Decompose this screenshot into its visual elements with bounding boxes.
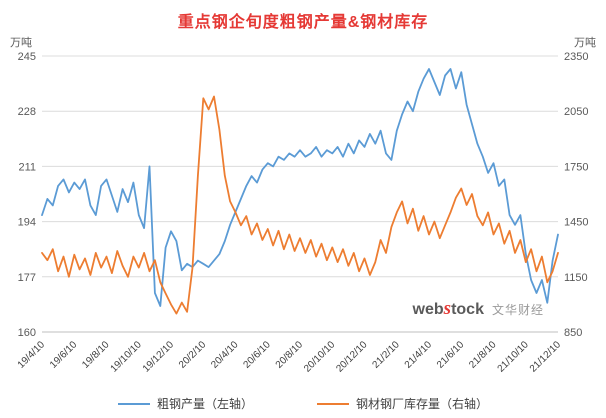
watermark-company: 文华财经 — [491, 303, 544, 317]
svg-text:20/6/10: 20/6/10 — [241, 339, 273, 371]
svg-text:20/12/10: 20/12/10 — [334, 339, 370, 375]
chart-canvas: 160 850 177 1150 194 1450 211 1750 228 2050 245 235… — [16, 51, 589, 375]
svg-text:19/10/10: 19/10/10 — [109, 339, 145, 375]
svg-text:245: 245 — [18, 51, 36, 63]
watermark-brand: webstock — [412, 298, 484, 319]
svg-text:21/4/10: 21/4/10 — [403, 339, 435, 371]
svg-text:19/6/10: 19/6/10 — [48, 339, 80, 371]
svg-text:21/10/10: 21/10/10 — [496, 339, 532, 375]
watermark-brand-s: s — [443, 298, 452, 319]
legend: 粗钢产量（左轴） 钢材钢厂库存量（右轴） — [0, 395, 606, 412]
svg-text:20/8/10: 20/8/10 — [274, 339, 306, 371]
legend-item-crude-steel-output: 粗钢产量（左轴） — [117, 395, 253, 412]
chart-title: 重点钢企旬度粗钢产量&钢材库存 — [177, 14, 429, 31]
svg-text:21/2/10: 21/2/10 — [370, 339, 402, 371]
legend-label-crude-steel-output: 粗钢产量（左轴） — [156, 397, 253, 411]
legend-item-steel-inventory: 钢材钢厂库存量（右轴） — [317, 395, 488, 412]
svg-text:1750: 1750 — [564, 161, 588, 173]
svg-text:2050: 2050 — [564, 106, 588, 118]
svg-text:19/12/10: 19/12/10 — [141, 339, 177, 375]
left-axis-unit-label: 万吨 — [10, 37, 32, 49]
blue-line-swatch — [117, 402, 150, 405]
svg-text:20/2/10: 20/2/10 — [177, 339, 209, 371]
svg-text:1450: 1450 — [564, 217, 588, 229]
svg-text:19/4/10: 19/4/10 — [16, 339, 48, 371]
svg-text:850: 850 — [564, 327, 582, 339]
orange-line-swatch — [317, 402, 349, 405]
legend-label-steel-inventory: 钢材钢厂库存量（右轴） — [356, 397, 489, 411]
right-axis-unit-label: 万吨 — [574, 37, 596, 49]
svg-text:211: 211 — [18, 161, 36, 173]
svg-text:228: 228 — [18, 106, 36, 118]
svg-text:20/4/10: 20/4/10 — [209, 339, 241, 371]
svg-text:21/8/10: 21/8/10 — [467, 339, 499, 371]
svg-text:19/8/10: 19/8/10 — [80, 339, 112, 371]
svg-text:177: 177 — [18, 272, 36, 284]
svg-text:21/12/10: 21/12/10 — [528, 339, 564, 375]
svg-text:160: 160 — [18, 327, 36, 339]
watermark: webstock 文华财经 — [413, 298, 544, 320]
svg-text:194: 194 — [18, 217, 36, 229]
svg-text:20/10/10: 20/10/10 — [302, 339, 338, 375]
svg-text:1150: 1150 — [564, 272, 588, 284]
svg-text:21/6/10: 21/6/10 — [435, 339, 467, 371]
svg-text:2350: 2350 — [564, 51, 588, 63]
